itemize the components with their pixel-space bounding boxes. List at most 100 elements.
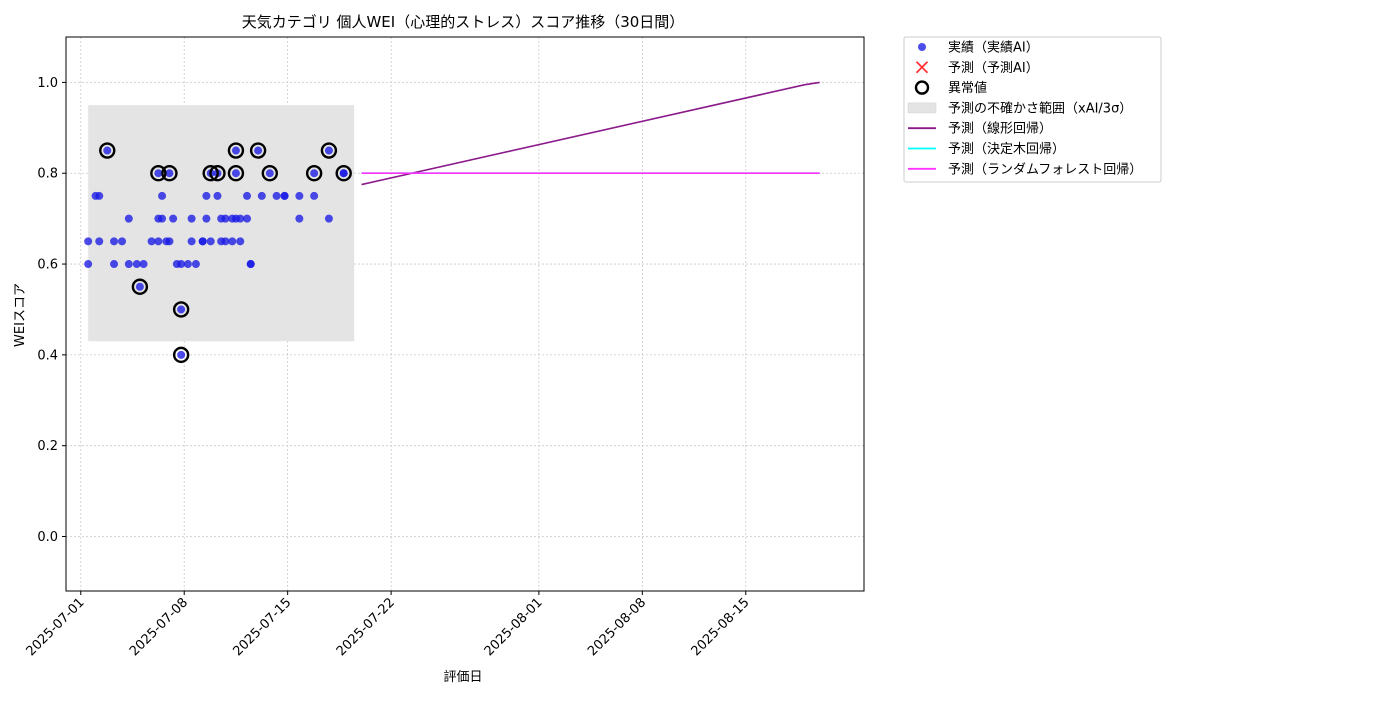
- actual-point: [169, 214, 178, 223]
- actual-point: [187, 237, 196, 246]
- anomaly-marker: [150, 165, 167, 182]
- x-tick-label: 2025-07-01: [24, 595, 88, 659]
- actual-point: [246, 260, 255, 269]
- actual-point: [254, 146, 263, 155]
- actual-point: [124, 214, 133, 223]
- actual-point: [139, 260, 148, 269]
- actual-point: [118, 237, 127, 246]
- actual-point: [198, 237, 207, 246]
- anomaly-marker: [261, 165, 279, 182]
- actual-point: [324, 214, 333, 223]
- legend-linear-regression-line-label: 予測（線形回帰）: [948, 121, 1052, 137]
- linear-regression-line: [361, 81, 820, 186]
- legend-cross-marker: [915, 61, 929, 74]
- legend-dot-marker: [918, 43, 926, 51]
- x-tick-label: 2025-08-08: [585, 595, 649, 659]
- anomaly-marker: [305, 165, 323, 182]
- anomaly-marker: [209, 165, 226, 182]
- actual-point: [295, 214, 304, 223]
- actual-point: [183, 260, 192, 269]
- actual-point: [187, 214, 196, 223]
- actual-point: [231, 146, 240, 155]
- chart-title: 天気カテゴリ 個人WEI（心理的ストレス）スコア推移（30日間）: [242, 13, 685, 31]
- actual-point: [177, 305, 186, 314]
- y-tick-label: 0.6: [37, 258, 58, 273]
- anomaly-marker: [335, 165, 352, 182]
- actual-point: [265, 169, 274, 178]
- x-tick-label: 2025-08-15: [689, 595, 753, 659]
- y-axis-label: WEIスコア: [13, 283, 28, 347]
- legend-ring-marker: [914, 80, 930, 95]
- y-tick-label: 0.2: [37, 439, 58, 454]
- actual-point: [280, 191, 289, 200]
- actual-point: [243, 191, 252, 200]
- anomaly-marker: [249, 142, 267, 159]
- actual-point: [158, 214, 167, 223]
- anomaly-marker: [320, 142, 338, 159]
- actual-point: [84, 237, 93, 246]
- actual-point: [236, 214, 245, 223]
- uncertainty-band: [88, 105, 355, 342]
- x-axis-label: 評価日: [443, 670, 482, 685]
- plot-frame: [65, 36, 865, 592]
- actual-point: [191, 260, 200, 269]
- legend-uncertainty-label: 予測の不確かさ範囲（xAI/3σ）: [948, 100, 1132, 116]
- actual-point: [132, 260, 141, 269]
- legend-predicted-ai-label: 予測（予測AI）: [948, 61, 1039, 76]
- legend-patch-marker: [907, 102, 937, 114]
- anomaly-marker: [202, 165, 219, 182]
- actual-point: [206, 237, 215, 246]
- x-tick-label: 2025-07-22: [334, 595, 398, 659]
- y-tick-label: 0.8: [37, 167, 58, 182]
- actual-point: [231, 169, 240, 178]
- anomaly-marker: [172, 346, 190, 364]
- x-tick-label: 2025-07-15: [230, 595, 294, 659]
- actual-point: [324, 146, 333, 155]
- actual-point: [124, 260, 133, 269]
- actual-point: [236, 237, 245, 246]
- actual-point: [177, 350, 186, 359]
- actual-point: [177, 260, 186, 269]
- actual-point: [310, 169, 319, 178]
- anomaly-marker: [131, 278, 149, 295]
- x-tick-label: 2025-08-01: [482, 595, 546, 659]
- actual-point: [84, 260, 93, 269]
- legend-decision-tree-line-label: 予測（決定木回帰）: [948, 141, 1065, 157]
- actual-point: [154, 237, 163, 246]
- actual-point: [272, 191, 281, 200]
- actual-point: [202, 191, 211, 200]
- actual-point: [228, 237, 237, 246]
- actual-point: [158, 191, 167, 200]
- anomaly-marker: [161, 165, 178, 182]
- plot-area: 0.0 0.2 0.4 0.6 0.8 1.0 2025-07-01 2025-07-08 20…: [24, 36, 865, 659]
- actual-point: [221, 237, 230, 246]
- actual-point: [103, 146, 112, 155]
- actual-point: [135, 282, 144, 291]
- legend-actual-label: 実績（実績AI）: [948, 40, 1039, 56]
- actual-point: [213, 191, 222, 200]
- actual-point: [154, 169, 163, 178]
- actual-point: [147, 237, 156, 246]
- actual-point: [202, 214, 211, 223]
- actual-point: [110, 260, 119, 269]
- legend-random-forest-line-label: 予測（ランダムフォレスト回帰）: [948, 161, 1142, 177]
- actual-point: [221, 214, 230, 223]
- actual-point: [95, 237, 104, 246]
- legend-anomaly-label: 異常値: [948, 80, 987, 96]
- actual-point: [243, 214, 252, 223]
- y-tick-label: 0.4: [37, 348, 58, 363]
- anomaly-marker: [227, 142, 245, 159]
- actual-point: [295, 191, 304, 200]
- y-tick-label: 1.0: [37, 76, 58, 91]
- legend-box: [903, 36, 1162, 183]
- actual-point: [339, 169, 348, 178]
- anomaly-marker: [227, 165, 245, 182]
- anomaly-marker: [172, 301, 190, 318]
- actual-point: [165, 237, 174, 246]
- actual-point: [95, 191, 104, 200]
- actual-point: [257, 191, 266, 200]
- x-tick-label: 2025-07-08: [127, 595, 191, 659]
